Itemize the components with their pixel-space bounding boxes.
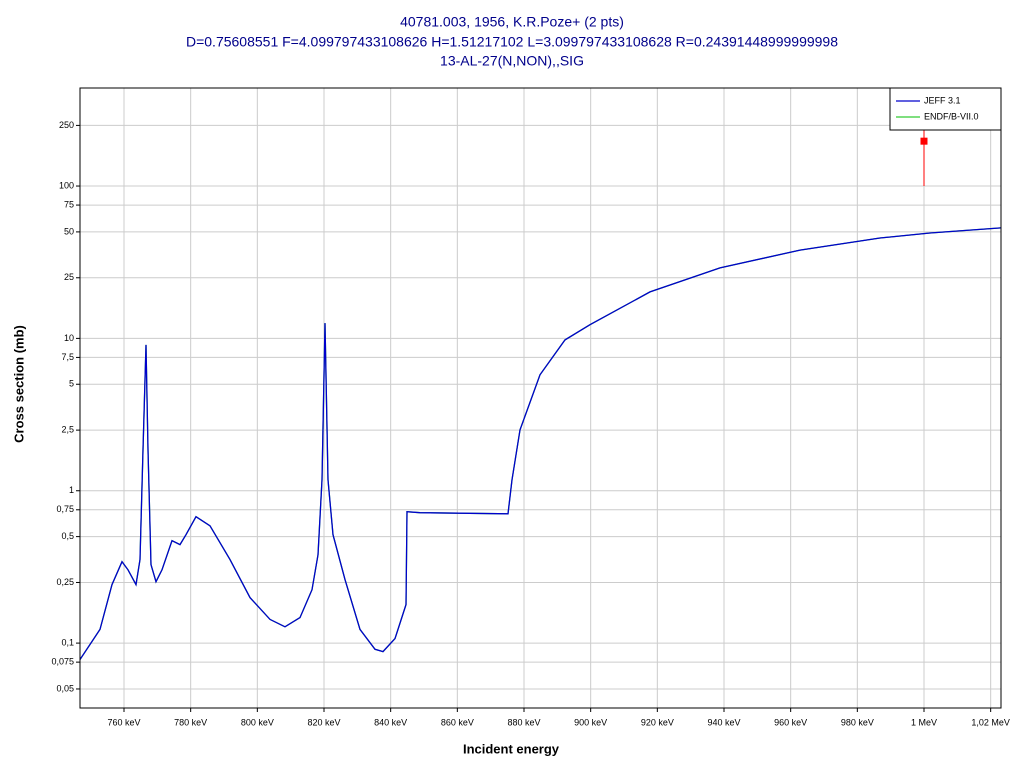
x-tick-label: 840 keV bbox=[374, 717, 407, 727]
plot bbox=[80, 127, 1001, 660]
x-tick-label: 900 keV bbox=[574, 717, 607, 727]
x-tick-label: 920 keV bbox=[641, 717, 674, 727]
y-tick-label: 0,25 bbox=[56, 577, 74, 587]
y-tick-label: 2,5 bbox=[61, 424, 74, 434]
x-tick-label: 940 keV bbox=[707, 717, 740, 727]
legend-label: JEFF 3.1 bbox=[924, 95, 961, 105]
y-tick-label: 100 bbox=[59, 180, 74, 190]
x-tick-label: 960 keV bbox=[774, 717, 807, 727]
y-tick-label: 5 bbox=[69, 379, 74, 389]
x-tick-label: 880 keV bbox=[507, 717, 540, 727]
legend: JEFF 3.1 ENDF/B-VII.0 bbox=[889, 87, 1002, 131]
legend-label: ENDF/B-VII.0 bbox=[924, 111, 979, 121]
plot-frame bbox=[79, 87, 1002, 709]
y-tick-label: 250 bbox=[59, 120, 74, 130]
chart-subtitle: 13-AL-27(N,NON),,SIG bbox=[440, 53, 584, 69]
y-tick-label: 0,1 bbox=[61, 637, 74, 647]
y-tick-label: 0,075 bbox=[51, 657, 74, 667]
legend-box bbox=[889, 87, 1002, 131]
x-tick-label: 1 MeV bbox=[911, 717, 937, 727]
x-tick-label: 1,02 MeV bbox=[971, 717, 1010, 727]
y-tick-label: 10 bbox=[64, 333, 74, 343]
y-axis-label: Cross section (mb) bbox=[11, 325, 26, 443]
x-tick-label: 980 keV bbox=[841, 717, 874, 727]
y-tick-label: 50 bbox=[64, 226, 74, 236]
y-tick-label: 75 bbox=[64, 199, 74, 209]
series-line bbox=[80, 227, 1001, 660]
x-tick-label: 860 keV bbox=[441, 717, 474, 727]
y-tick-label: 1 bbox=[69, 485, 74, 495]
x-tick-label: 800 keV bbox=[241, 717, 274, 727]
chart-subtitle: D=0.75608551 F=4.099797433108626 H=1.512… bbox=[186, 34, 838, 50]
x-tick-label: 760 keV bbox=[107, 717, 140, 727]
y-tick-label: 0,05 bbox=[56, 683, 74, 693]
chart-title: 40781.003, 1956, K.R.Poze+ (2 pts) bbox=[400, 14, 624, 30]
x-tick-label: 820 keV bbox=[307, 717, 340, 727]
y-tick-label: 0,75 bbox=[56, 504, 74, 514]
x-tick-label: 780 keV bbox=[174, 717, 207, 727]
y-tick-label: 25 bbox=[64, 272, 74, 282]
data-point bbox=[920, 137, 928, 145]
y-tick-label: 0,5 bbox=[61, 531, 74, 541]
x-axis-label: Incident energy bbox=[463, 741, 560, 756]
grid bbox=[76, 88, 1001, 712]
y-tick-label: 7,5 bbox=[61, 352, 74, 362]
